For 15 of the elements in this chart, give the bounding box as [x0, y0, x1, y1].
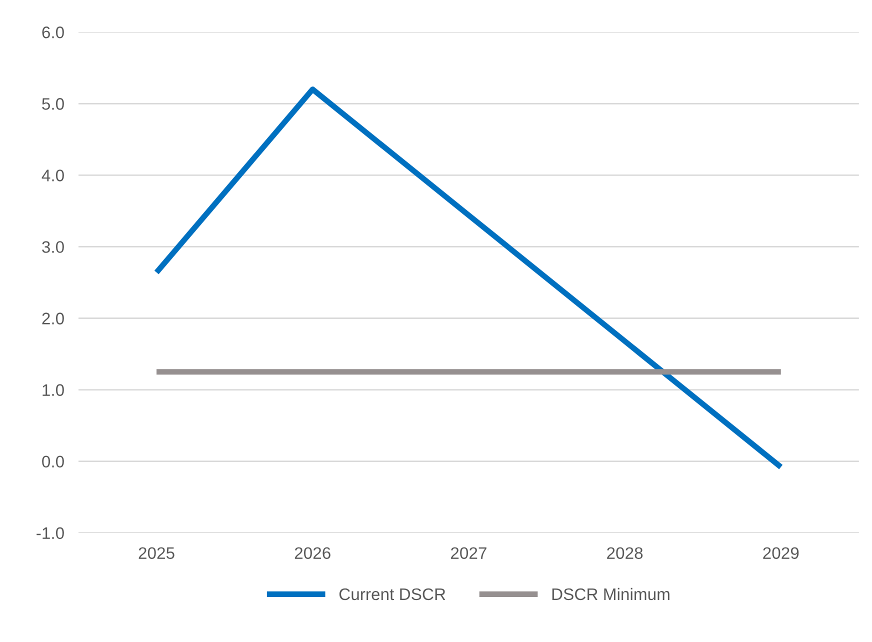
y-tick-label: -1.0: [36, 527, 64, 540]
x-tick-label: 2028: [607, 547, 643, 559]
y-tick-label: 4.0: [42, 170, 64, 182]
y-tick-label: 2.0: [42, 312, 64, 324]
legend-label: DSCR Minimum: [552, 588, 670, 600]
y-tick-label: 1.0: [42, 384, 64, 396]
y-tick-label: 0.0: [42, 456, 64, 468]
y-tick-label: 5.0: [42, 98, 64, 110]
x-tick-label: 2027: [451, 547, 486, 559]
legend-label: Current DSCR: [339, 588, 446, 600]
x-tick-label: 2026: [294, 547, 330, 559]
x-tick-label: 2029: [763, 547, 799, 559]
x-tick-label: 2025: [138, 547, 174, 559]
y-tick-label: 3.0: [42, 241, 64, 253]
y-tick-label: 6.0: [42, 26, 64, 38]
